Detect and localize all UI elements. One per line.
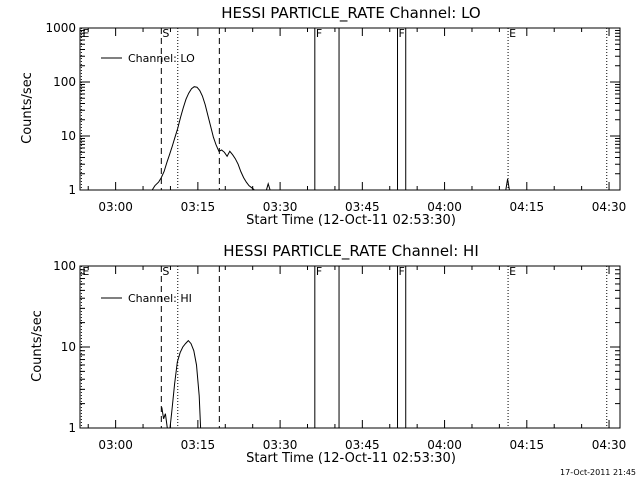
event-marker-label: S [162, 265, 169, 278]
event-marker-label: E [509, 265, 516, 278]
legend-label: Channel: HI [128, 292, 192, 305]
series-line [161, 407, 168, 429]
x-tick-label: 03:00 [98, 200, 133, 214]
series-line [151, 86, 255, 191]
x-axis-label: Start Time (12-Oct-11 02:53:30) [246, 213, 456, 228]
event-marker-label: F [316, 27, 322, 40]
y-tick-label: 10 [61, 340, 76, 354]
y-axis-label: Counts/sec [20, 72, 35, 144]
x-tick-label: 03:00 [98, 438, 133, 452]
event-marker-label: F [399, 265, 405, 278]
series-line [505, 178, 510, 191]
x-tick-label: 04:30 [592, 200, 627, 214]
y-tick-label: 1 [68, 421, 76, 435]
x-tick-label: 03:15 [181, 438, 216, 452]
print-timestamp: 17-Oct-2011 21:45 [560, 468, 636, 477]
series-line [265, 182, 271, 191]
x-tick-label: 04:00 [427, 200, 462, 214]
event-marker-label: S [162, 27, 169, 40]
chart-title: HESSI PARTICLE_RATE Channel: HI [223, 242, 479, 261]
event-marker-label: E [82, 265, 89, 278]
event-marker-label: F [316, 265, 322, 278]
x-tick-label: 04:30 [592, 438, 627, 452]
event-marker-label: E [82, 27, 89, 40]
y-tick-label: 1 [68, 183, 76, 197]
y-tick-label: 100 [53, 75, 76, 89]
chart-title: HESSI PARTICLE_RATE Channel: LO [221, 4, 480, 23]
plot-frame [79, 27, 621, 191]
x-tick-label: 04:15 [510, 438, 545, 452]
x-tick-label: 04:15 [510, 200, 545, 214]
x-tick-label: 03:30 [263, 200, 298, 214]
event-marker-label: E [509, 27, 516, 40]
y-tick-label: 1000 [45, 21, 76, 35]
x-tick-label: 04:00 [427, 438, 462, 452]
x-tick-label: 03:15 [181, 200, 216, 214]
channel-hi-panel: HESSI PARTICLE_RATE Channel: HI Start Ti… [30, 242, 626, 466]
series-line [169, 339, 202, 429]
y-axis-label: Counts/sec [30, 310, 45, 382]
x-tick-label: 03:45 [345, 200, 380, 214]
y-tick-label: 10 [61, 129, 76, 143]
channel-lo-panel: HESSI PARTICLE_RATE Channel: LO Start Ti… [20, 4, 626, 228]
event-marker-label: F [399, 27, 405, 40]
x-axis-label: Start Time (12-Oct-11 02:53:30) [246, 451, 456, 466]
x-tick-label: 03:45 [345, 438, 380, 452]
y-tick-label: 100 [53, 259, 76, 273]
x-tick-label: 03:30 [263, 438, 298, 452]
